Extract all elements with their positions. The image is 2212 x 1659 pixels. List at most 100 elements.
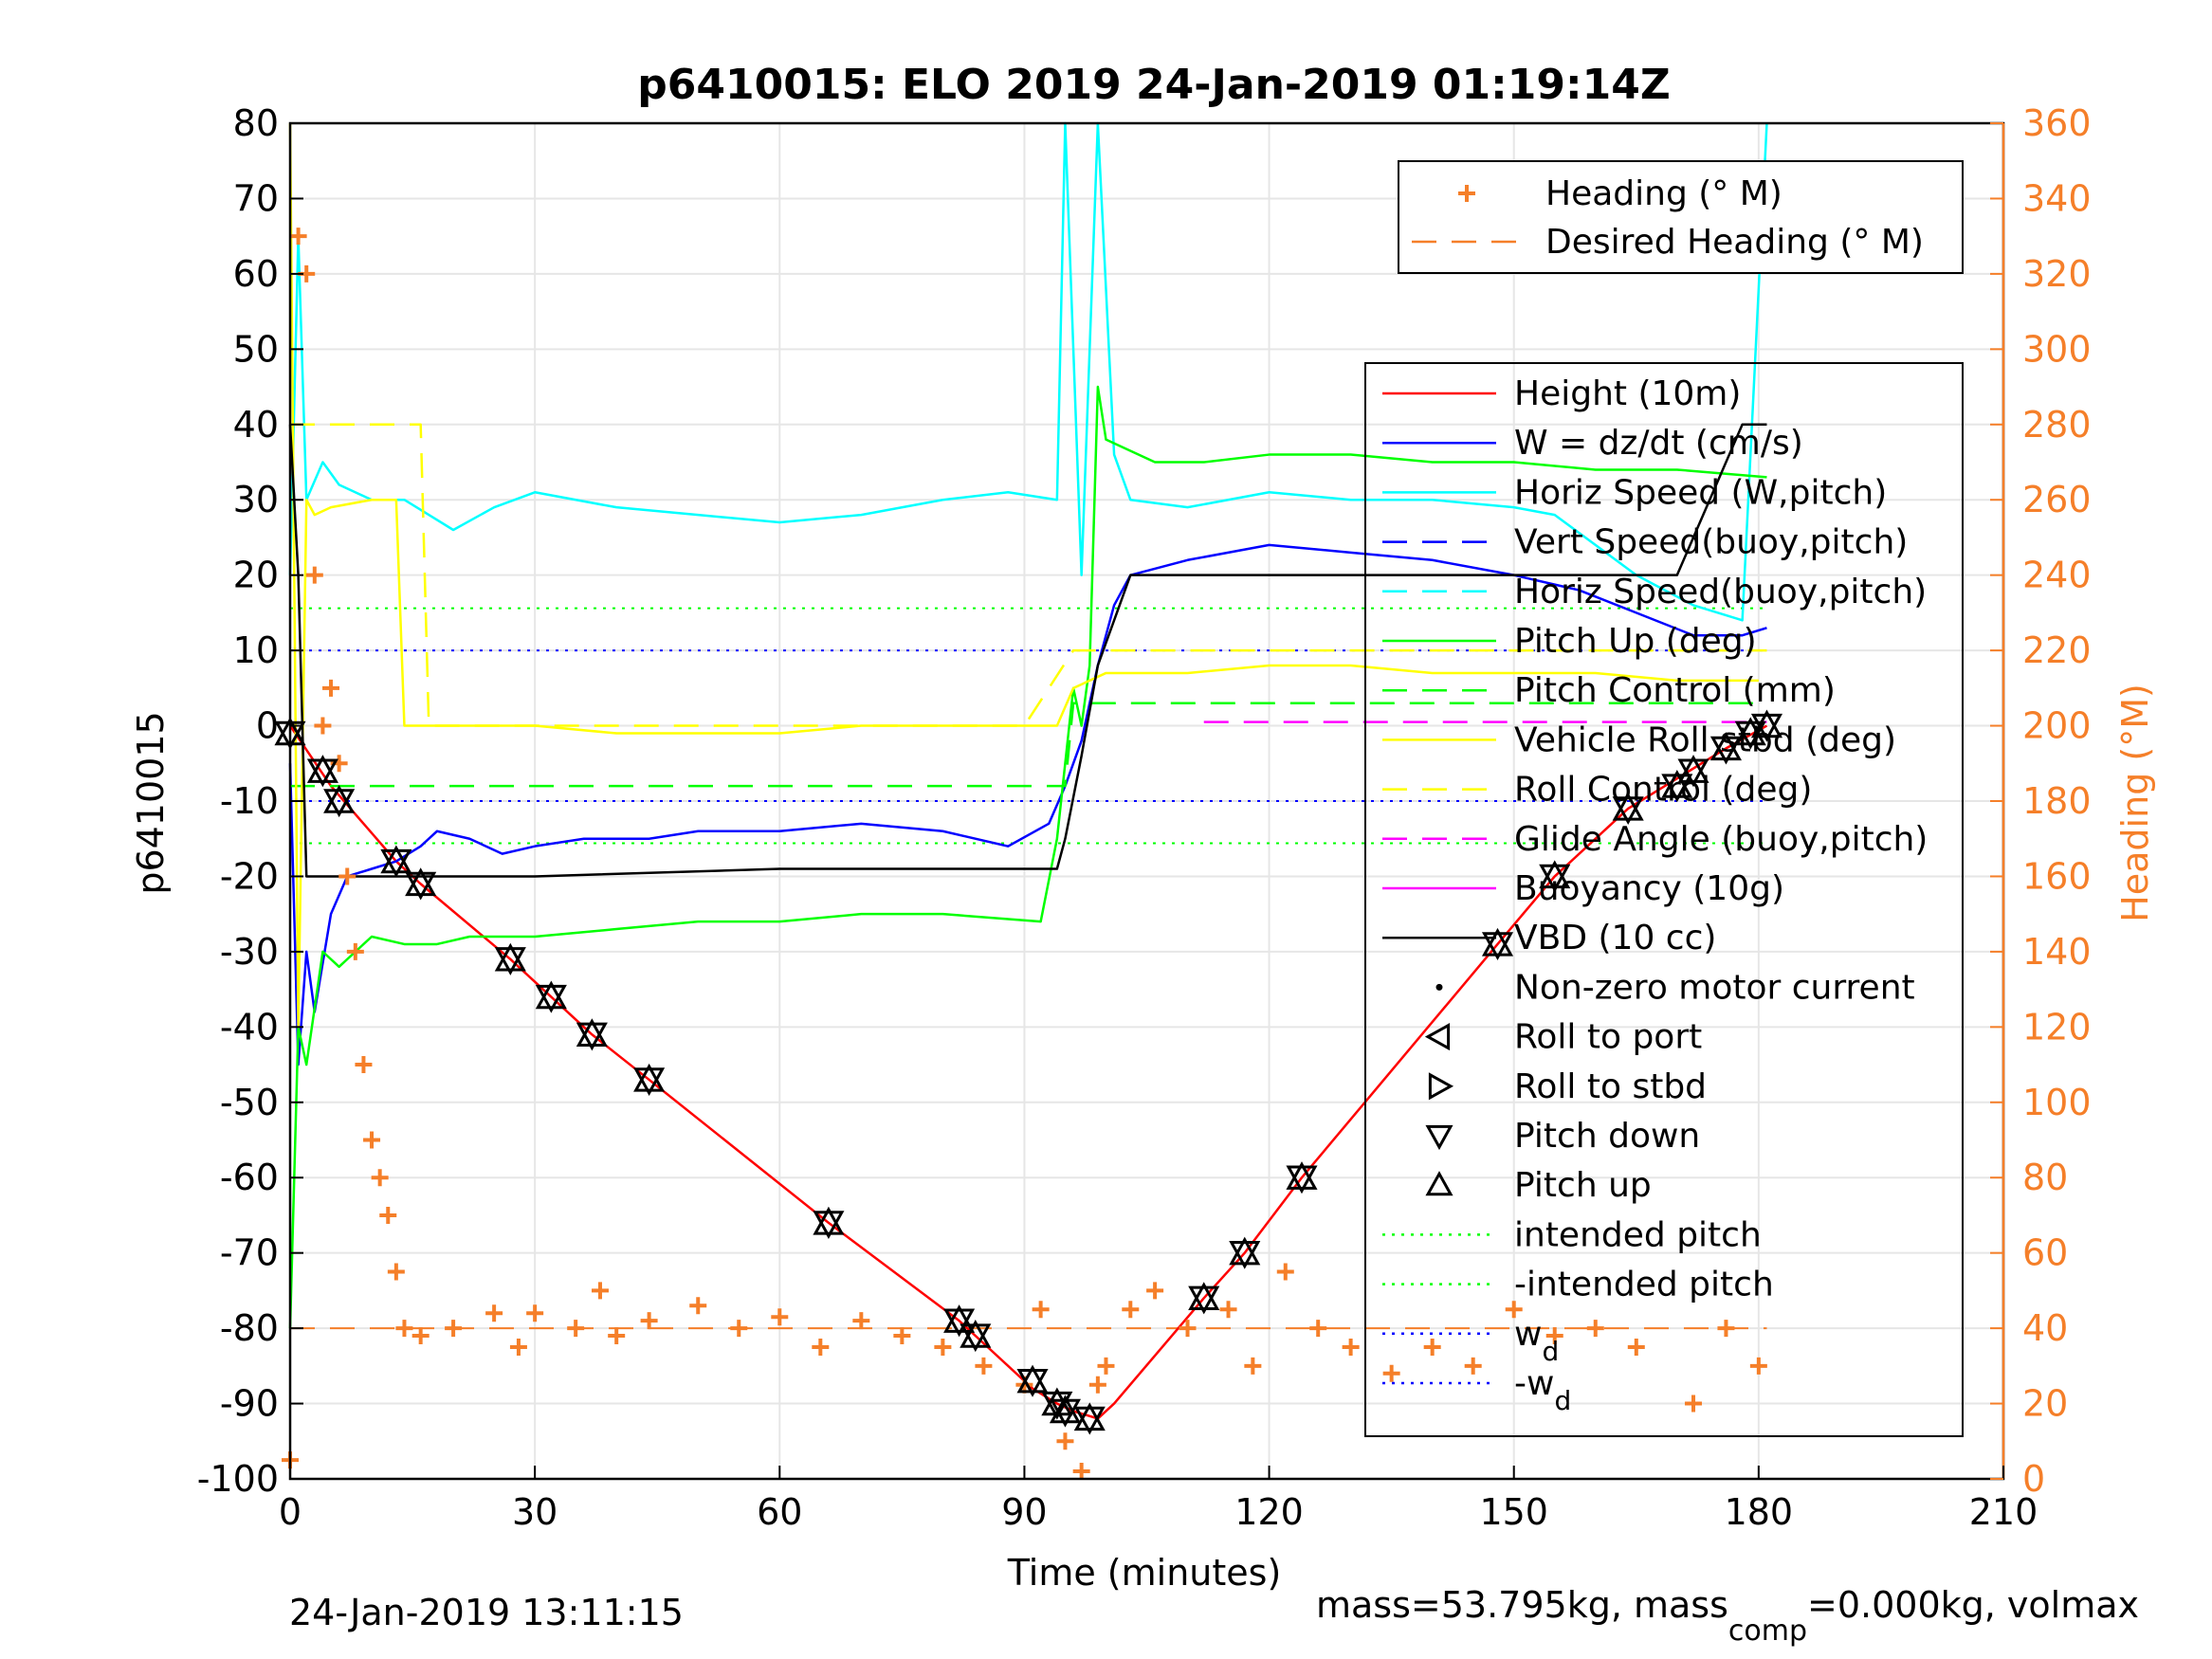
maneuver-marker <box>1709 732 1742 765</box>
maneuver-marker <box>1188 1282 1220 1315</box>
pitch-down-marker <box>1286 1165 1318 1194</box>
maneuver-marker <box>1481 927 1514 961</box>
legend-main-label: W = dz/dt (cm/s) <box>1514 424 1803 463</box>
legend-main-label-text: Glide Angle (buoy,pitch) <box>1514 820 1928 859</box>
legend-main-entry: Vert Speed(buoy,pitch) <box>1382 523 1908 562</box>
legend-main-entry: Non-zero motor current <box>1435 968 1915 1007</box>
y-right-tick-label: 100 <box>2022 1082 2092 1123</box>
heading-point <box>1423 1338 1441 1356</box>
legend-main-label: Roll to port <box>1514 1018 1702 1057</box>
pitch-down-marker <box>1481 932 1514 961</box>
heading-point <box>322 679 340 697</box>
pitch-down-marker <box>405 871 437 901</box>
heading-point <box>346 942 364 960</box>
x-tick-label: 0 <box>279 1491 302 1533</box>
legend-swatch-triangle <box>1425 1171 1453 1196</box>
heading-point <box>1219 1301 1237 1319</box>
reference-lines <box>290 607 1767 1330</box>
legend-main-entry: Buoyancy (10g) <box>1382 869 1784 908</box>
series-vehicle-roll-stbd-deg <box>288 122 1759 1029</box>
chart-title: p6410015: ELO 2019 24-Jan-2019 01:19:14Z <box>637 61 1670 109</box>
legend-main-entry: Roll Control (deg) <box>1382 771 1812 810</box>
heading-point <box>379 1206 397 1224</box>
pitch-down-marker <box>1661 774 1693 803</box>
heading-point <box>509 1338 527 1356</box>
legend-heading-swatch <box>1458 185 1475 202</box>
legend-swatch-triangle <box>1428 1072 1454 1101</box>
series-lines <box>282 121 1768 1481</box>
y-axis-left-label: p6410015 <box>130 711 172 894</box>
y-left-tick-label: -40 <box>220 1006 279 1048</box>
legend-main-label: Vehicle Roll stbd (deg) <box>1514 720 1896 759</box>
y-right-tick-label: 300 <box>2022 328 2092 370</box>
heading-point <box>1685 1395 1703 1413</box>
maneuver-marker <box>1016 1364 1049 1397</box>
legend-main-label: VBD (10 cc) <box>1514 919 1716 957</box>
maneuver-marker <box>943 1304 976 1338</box>
heading-point <box>1146 1282 1164 1300</box>
heading-point <box>411 1327 430 1345</box>
legend-main-label: Pitch Control (mm) <box>1514 671 1836 710</box>
heading-point <box>1088 1376 1106 1394</box>
heading-point <box>1382 1364 1400 1382</box>
y-left-tick-label: -30 <box>220 931 279 973</box>
y-right-tick-label: 120 <box>2022 1006 2092 1048</box>
series-height-10m <box>288 724 1768 1420</box>
y-right-tick-label: 0 <box>2022 1458 2045 1500</box>
pitch-down-marker <box>1612 796 1644 826</box>
heading-point <box>1122 1301 1140 1319</box>
legend-main-entry: Roll to stbd <box>1428 1067 1707 1106</box>
y-left-tick-label: -80 <box>220 1307 279 1349</box>
legend-swatch-triangle <box>1425 1124 1453 1151</box>
heading-point <box>689 1297 707 1315</box>
series-pitch-up-deg <box>288 385 1767 1329</box>
maneuver-marker <box>960 1319 992 1353</box>
maneuver-marker <box>323 784 356 818</box>
maneuver-marker <box>405 867 437 901</box>
pitch-down-marker <box>1677 758 1709 788</box>
heading-point <box>526 1304 544 1322</box>
heading-point <box>1309 1320 1327 1338</box>
legend-main-label: Horiz Speed(buoy,pitch) <box>1514 573 1927 611</box>
x-axis-label: Time (minutes) <box>1007 1552 1282 1594</box>
legend-main-label-text: Pitch up <box>1514 1166 1652 1205</box>
legend-heading-label: Desired Heading (° M) <box>1545 223 1924 262</box>
legend-main-label-text: Roll to port <box>1514 1018 1702 1057</box>
legend-main-entry: Pitch Up (deg) <box>1382 622 1757 661</box>
maneuver-marker <box>1612 792 1644 826</box>
y-right-tick-label: 340 <box>2022 177 2092 219</box>
heading-point <box>1056 1432 1074 1450</box>
x-tick-label: 90 <box>1001 1491 1047 1533</box>
legend-main-label: Horiz Speed (W,pitch) <box>1514 473 1887 512</box>
x-tick-label: 210 <box>1969 1491 2038 1533</box>
pitch-down-marker <box>1049 1398 1082 1428</box>
pitch-down-marker <box>1041 1391 1073 1420</box>
legend-main-label: Non-zero motor current <box>1514 968 1915 1007</box>
y-right-tick-label: 320 <box>2022 253 2092 295</box>
heading-point <box>1464 1357 1482 1375</box>
legend-main-label-text: Horiz Speed (W,pitch) <box>1514 473 1887 512</box>
heading-point <box>1097 1357 1115 1375</box>
legend-main-entry: W = dz/dt (cm/s) <box>1382 424 1803 463</box>
y-axis-left-ticks: -100-90-80-70-60-50-40-30-20-10010203040… <box>197 102 303 1500</box>
y-left-tick-label: -70 <box>220 1232 279 1274</box>
legend-main-label: Vert Speed(buoy,pitch) <box>1514 523 1908 562</box>
legend-main-entry: Glide Angle (buoy,pitch) <box>1382 820 1928 859</box>
legend-main-label-text: Buoyancy (10g) <box>1514 869 1784 908</box>
heading-point <box>314 717 332 735</box>
heading-point <box>893 1327 911 1345</box>
maneuver-marker <box>1661 770 1693 803</box>
legend-main-entry: VBD (10 cc) <box>1382 919 1716 957</box>
pitch-down-marker <box>576 1022 608 1051</box>
heading-point <box>1627 1338 1645 1356</box>
heading-point <box>591 1282 609 1300</box>
heading-point <box>640 1312 658 1330</box>
pitch-down-marker <box>1750 713 1783 742</box>
heading-point <box>485 1304 503 1322</box>
maneuver-marker <box>1677 755 1709 788</box>
y-right-tick-label: 260 <box>2022 479 2092 520</box>
y-right-tick-label: 40 <box>2022 1307 2068 1349</box>
heading-point <box>1244 1357 1262 1375</box>
pitch-down-marker <box>306 758 338 788</box>
